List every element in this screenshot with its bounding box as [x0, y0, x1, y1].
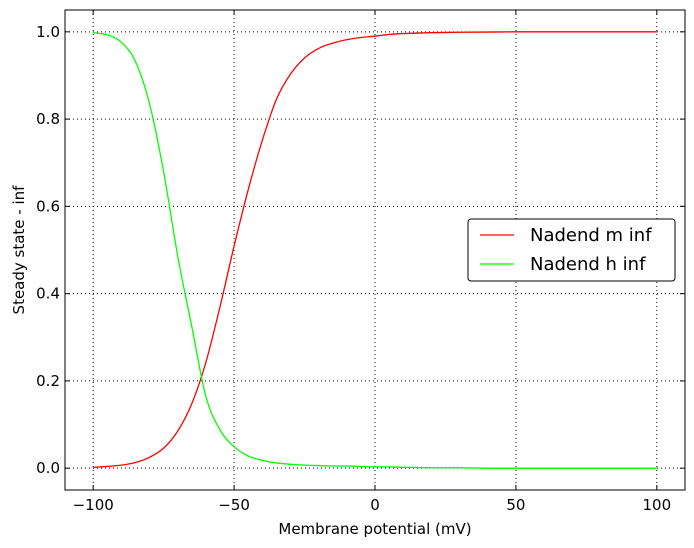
y-tick-label: 0.8: [36, 110, 60, 128]
x-tick-label: 100: [642, 496, 671, 514]
x-tick-label: −100: [73, 496, 114, 514]
legend-label-nadend-h-inf: Nadend h inf: [530, 254, 646, 275]
x-axis-label: Membrane potential (mV): [278, 520, 471, 538]
series-layer: [93, 31, 657, 469]
series-line-nadend-m-inf: [93, 31, 657, 468]
legend-label-nadend-m-inf: Nadend m inf: [530, 225, 652, 246]
legend-box: [467, 218, 676, 282]
x-tick-label: 0: [370, 496, 380, 514]
x-tick-label: −50: [218, 496, 250, 514]
y-tick-label: 0.6: [36, 197, 60, 215]
y-tick-label: 0.2: [36, 372, 60, 390]
x-tick-label: 50: [506, 496, 525, 514]
series-line-nadend-h-inf: [93, 32, 657, 469]
y-tick-label: 1.0: [36, 23, 60, 41]
ticks: −100 −50 0 50 100 0.0 0.2 0.4 0.6 0.8 1.0: [36, 10, 685, 514]
y-tick-label: 0.0: [36, 459, 60, 477]
y-axis-label: Steady state - inf: [10, 185, 28, 315]
y-tick-label: 0.4: [36, 285, 60, 303]
legend: Nadend m inf Nadend h inf: [467, 218, 676, 282]
